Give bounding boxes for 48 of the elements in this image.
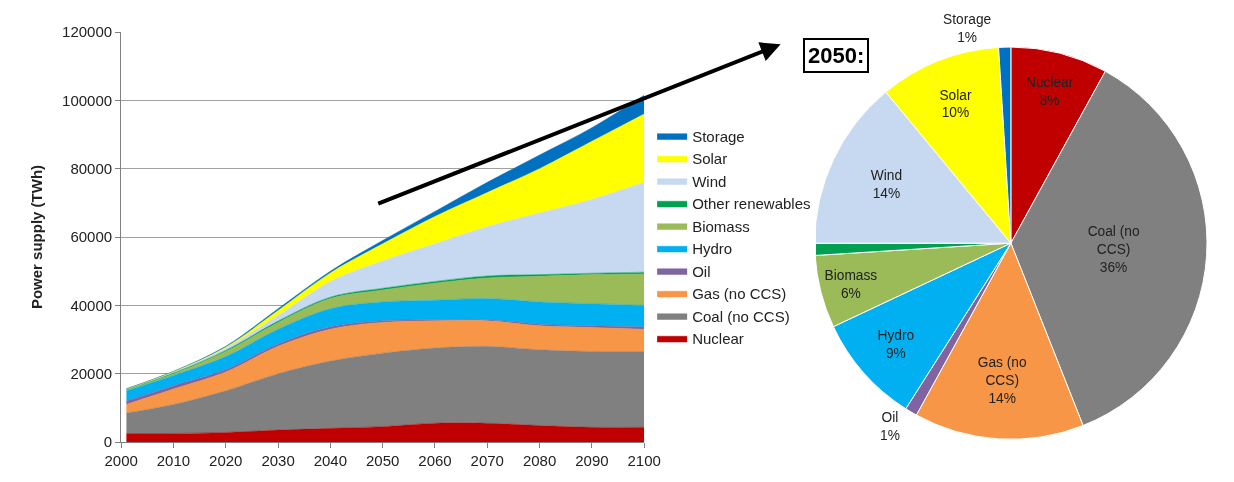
y-tick-label: 120000 <box>62 23 113 41</box>
x-tick-label: 2030 <box>261 452 295 469</box>
y-tick-label: 20000 <box>70 364 113 382</box>
y-tick-label: 60000 <box>70 228 113 246</box>
x-tick-label: 2100 <box>627 452 661 469</box>
legend-label: Nuclear <box>692 330 744 348</box>
data-label: 1% <box>880 427 900 443</box>
legend-label: Solar <box>692 150 728 168</box>
y-axis-title: Power supply (TWh) <box>28 164 46 310</box>
x-tick-label: 2070 <box>470 452 504 469</box>
data-label: 9% <box>885 346 906 362</box>
slice-label: Biomass <box>824 268 878 284</box>
y-tick-label: 80000 <box>70 159 113 177</box>
legend-label: Other renewables <box>692 195 811 213</box>
x-tick-label: 2020 <box>209 452 243 469</box>
data-label: 8% <box>1039 92 1060 108</box>
y-tick-label: 40000 <box>70 296 113 314</box>
slice-label: Storage <box>943 12 992 28</box>
legend-label: Gas (no CCS) <box>692 285 787 303</box>
legend-label: Coal (no CCS) <box>692 307 790 325</box>
slice-label: Wind <box>870 168 903 184</box>
x-tick-label: 2090 <box>575 452 609 469</box>
x-tick-label: 2060 <box>418 452 452 469</box>
data-label: 36% <box>1099 260 1128 276</box>
x-tick-label: 2010 <box>156 452 191 469</box>
data-label: 14% <box>988 391 1016 407</box>
y-tick-label: 0 <box>103 433 113 451</box>
slice-label: Hydro <box>877 328 915 344</box>
data-label: 10% <box>941 105 970 121</box>
legend-label: Wind <box>692 172 727 190</box>
slice-label: Coal (no CCS) <box>1087 224 1140 258</box>
data-label: 6% <box>840 285 861 301</box>
legend-label: Oil <box>692 262 711 280</box>
data-label: 14% <box>872 186 901 202</box>
legend-label: Storage <box>692 127 745 145</box>
legend-label: Hydro <box>692 240 733 258</box>
x-tick-label: 2000 <box>104 452 138 469</box>
x-tick-label: 2080 <box>522 452 557 469</box>
slice-label: Nuclear <box>1025 74 1074 90</box>
text: 2050: <box>808 43 865 68</box>
data-label: 1% <box>957 29 978 45</box>
slice-label: Oil <box>881 409 899 425</box>
slice-label: Solar <box>939 87 972 103</box>
x-tick-label: 2050 <box>365 452 400 469</box>
x-tick-label: 2040 <box>313 452 348 469</box>
slice-label: Gas (no CCS) <box>977 355 1027 389</box>
y-tick-label: 100000 <box>62 91 113 109</box>
legend-label: Biomass <box>692 217 750 235</box>
